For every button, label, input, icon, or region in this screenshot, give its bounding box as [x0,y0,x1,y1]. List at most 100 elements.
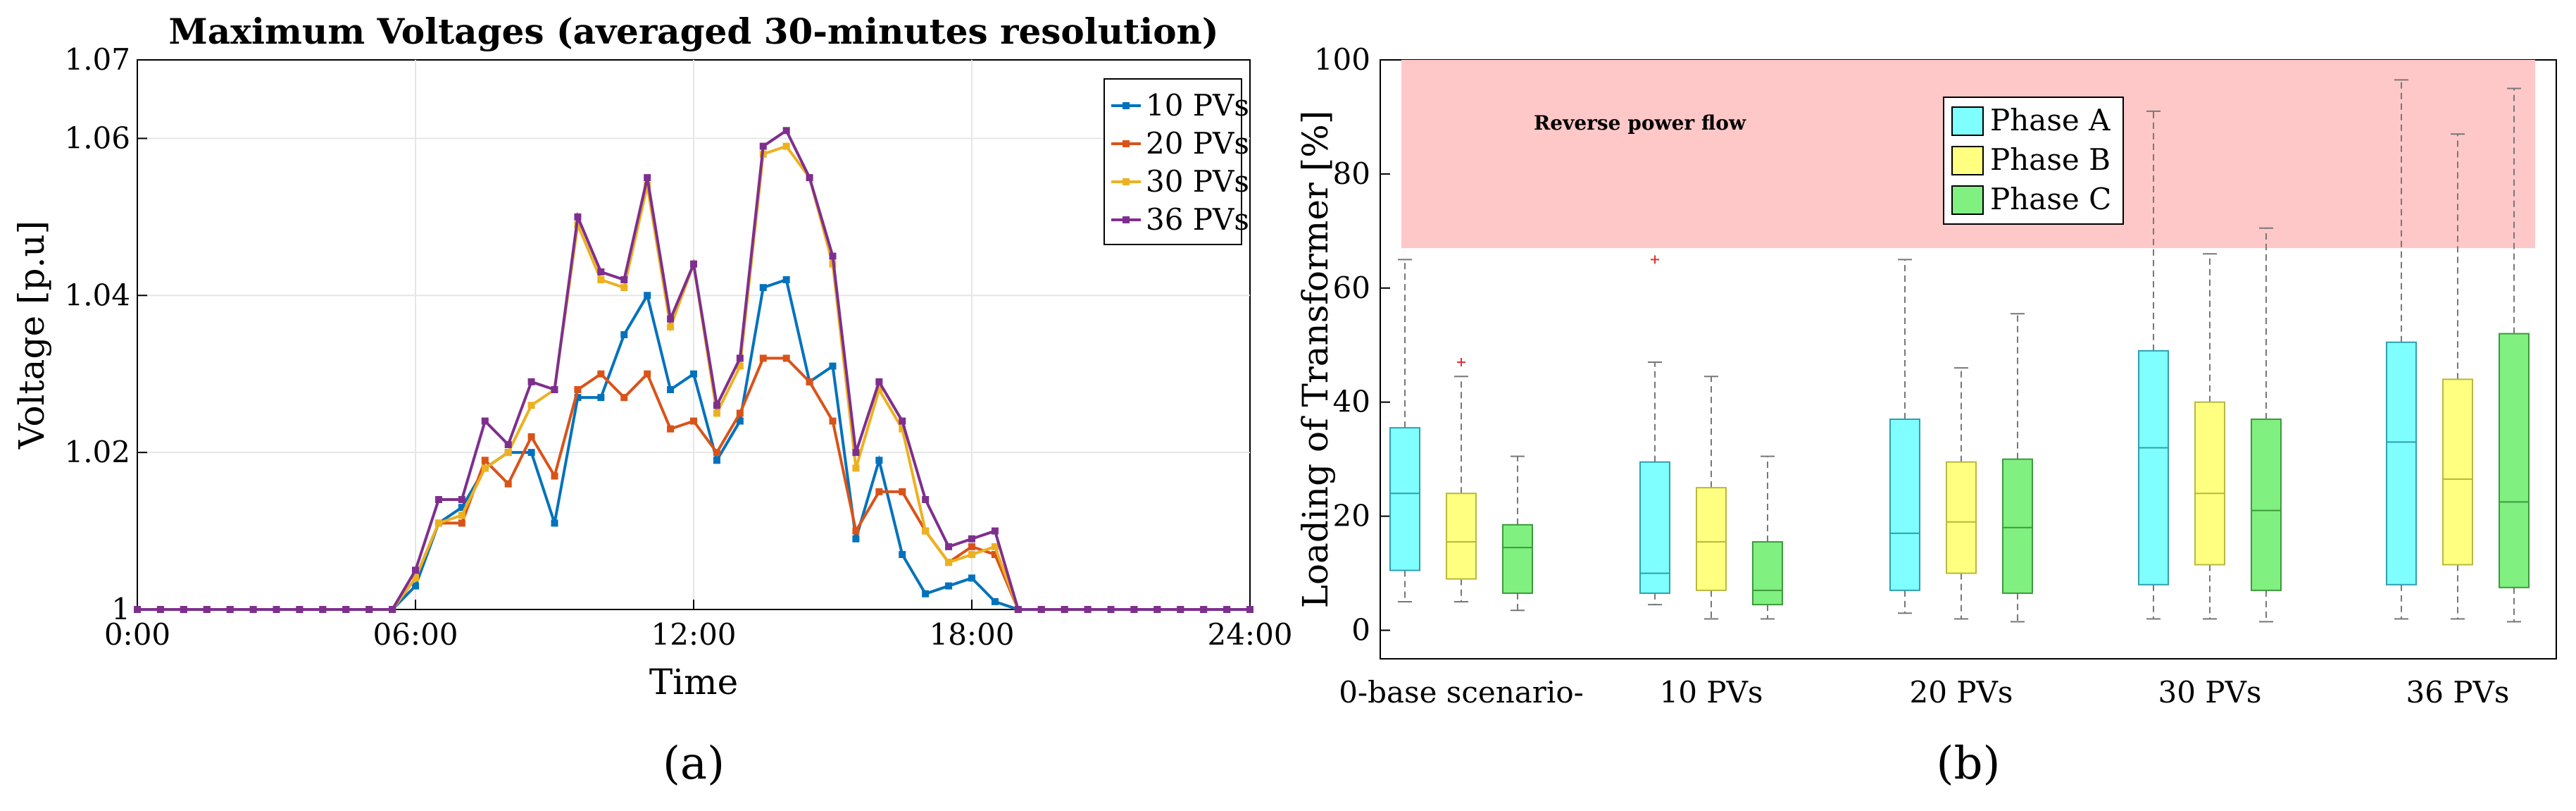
series-point [527,402,535,409]
series-point [899,488,906,495]
series-point [644,292,651,299]
series-point [991,551,999,558]
legend-label: 36 PVs [1146,202,1249,237]
reverse-power-flow-label: Reverse power flow [1534,111,1746,135]
category-label: 20 PVs [1910,675,2013,710]
series-point [597,276,605,283]
series-point [968,535,975,543]
series-point [713,457,720,464]
box-body [2194,401,2225,566]
series-point [875,386,883,393]
y-tick-label: 20 [1333,499,1370,533]
series-point [1246,606,1253,613]
series-point [504,449,512,457]
loading-y-axis-label: Loading of Transformer [%] [1295,111,1336,608]
category-label: 30 PVs [2158,675,2262,710]
series-point [412,574,419,582]
x-tick-label: 24:00 [1207,617,1292,652]
box [1389,259,1420,603]
series-point [481,417,489,425]
series-point [574,386,582,393]
box-body [1889,419,1920,591]
series-point [597,268,605,276]
series-point [782,142,790,150]
series-point [829,417,837,425]
caption-a: (a) [663,738,725,790]
box-body [2442,378,2473,566]
series-point [922,527,930,535]
series-point [527,378,535,385]
legend-swatch [1951,106,1984,136]
series-point [968,543,975,550]
series-point [759,142,767,150]
series-point [156,606,164,613]
series-point [991,527,999,535]
series-point [806,378,813,385]
box [2194,253,2225,620]
series-point [759,284,767,292]
box [2251,227,2282,623]
series-point [644,370,651,378]
box-body [1639,461,1670,594]
box [2442,133,2473,620]
series-point [899,551,906,558]
y-tick-label: 0 [1351,613,1370,648]
legend-label: 20 PVs [1146,126,1249,161]
series-point [922,496,930,503]
series-point [226,606,234,613]
series-point [736,354,744,362]
box-body [2138,349,2169,586]
series-point [852,449,860,457]
series-point [736,417,744,425]
box-body [1752,541,1783,606]
series-point [1200,606,1208,613]
series-point [1130,606,1138,613]
series-point [1153,606,1161,613]
phase-legend: Phase A Phase B Phase C [1943,97,2124,225]
legend-label: Phase B [1990,142,2111,177]
box [1446,358,1477,603]
series-point [644,174,651,182]
series-point [736,362,744,370]
series-point [434,519,442,527]
series-point [481,457,489,464]
series-point [296,606,304,613]
series-point [667,315,675,323]
series-point [1177,606,1184,613]
y-tick-label: 1.07 [64,42,130,77]
voltage-y-axis-label: Voltage [p.u] [11,221,52,450]
series-point [736,409,744,417]
series-point [551,519,558,527]
series-point [759,354,767,362]
voltage-chart: 1 1.02 1.04 1.06 1.07 0:00 06:00 12:00 18:00 24:0… [11,11,1293,790]
series-point [412,582,419,590]
box-body [1696,487,1727,591]
series-point [782,354,790,362]
series-point [389,606,396,613]
series-point [551,386,558,393]
outlier-marker [1651,255,1659,264]
legend-label: Phase C [1990,182,2111,216]
series-point [968,551,975,558]
y-tick-label: 60 [1333,271,1370,305]
series-point [458,512,465,519]
x-tick-label: 0:00 [104,617,170,652]
box [1696,376,1727,620]
series-point [875,378,883,385]
series-point [342,606,350,613]
series-point [551,472,558,480]
legend-marker [1123,178,1130,185]
series-point [667,425,675,433]
box [1639,255,1670,606]
series-point [249,606,257,613]
series-point [667,323,675,330]
y-tick-label: 1.04 [64,278,130,312]
box-body [1389,427,1420,571]
box [2138,110,2169,620]
caption-b: (b) [1937,738,2001,790]
series-point [690,417,697,425]
series-point [574,394,582,402]
series-point [504,480,512,488]
